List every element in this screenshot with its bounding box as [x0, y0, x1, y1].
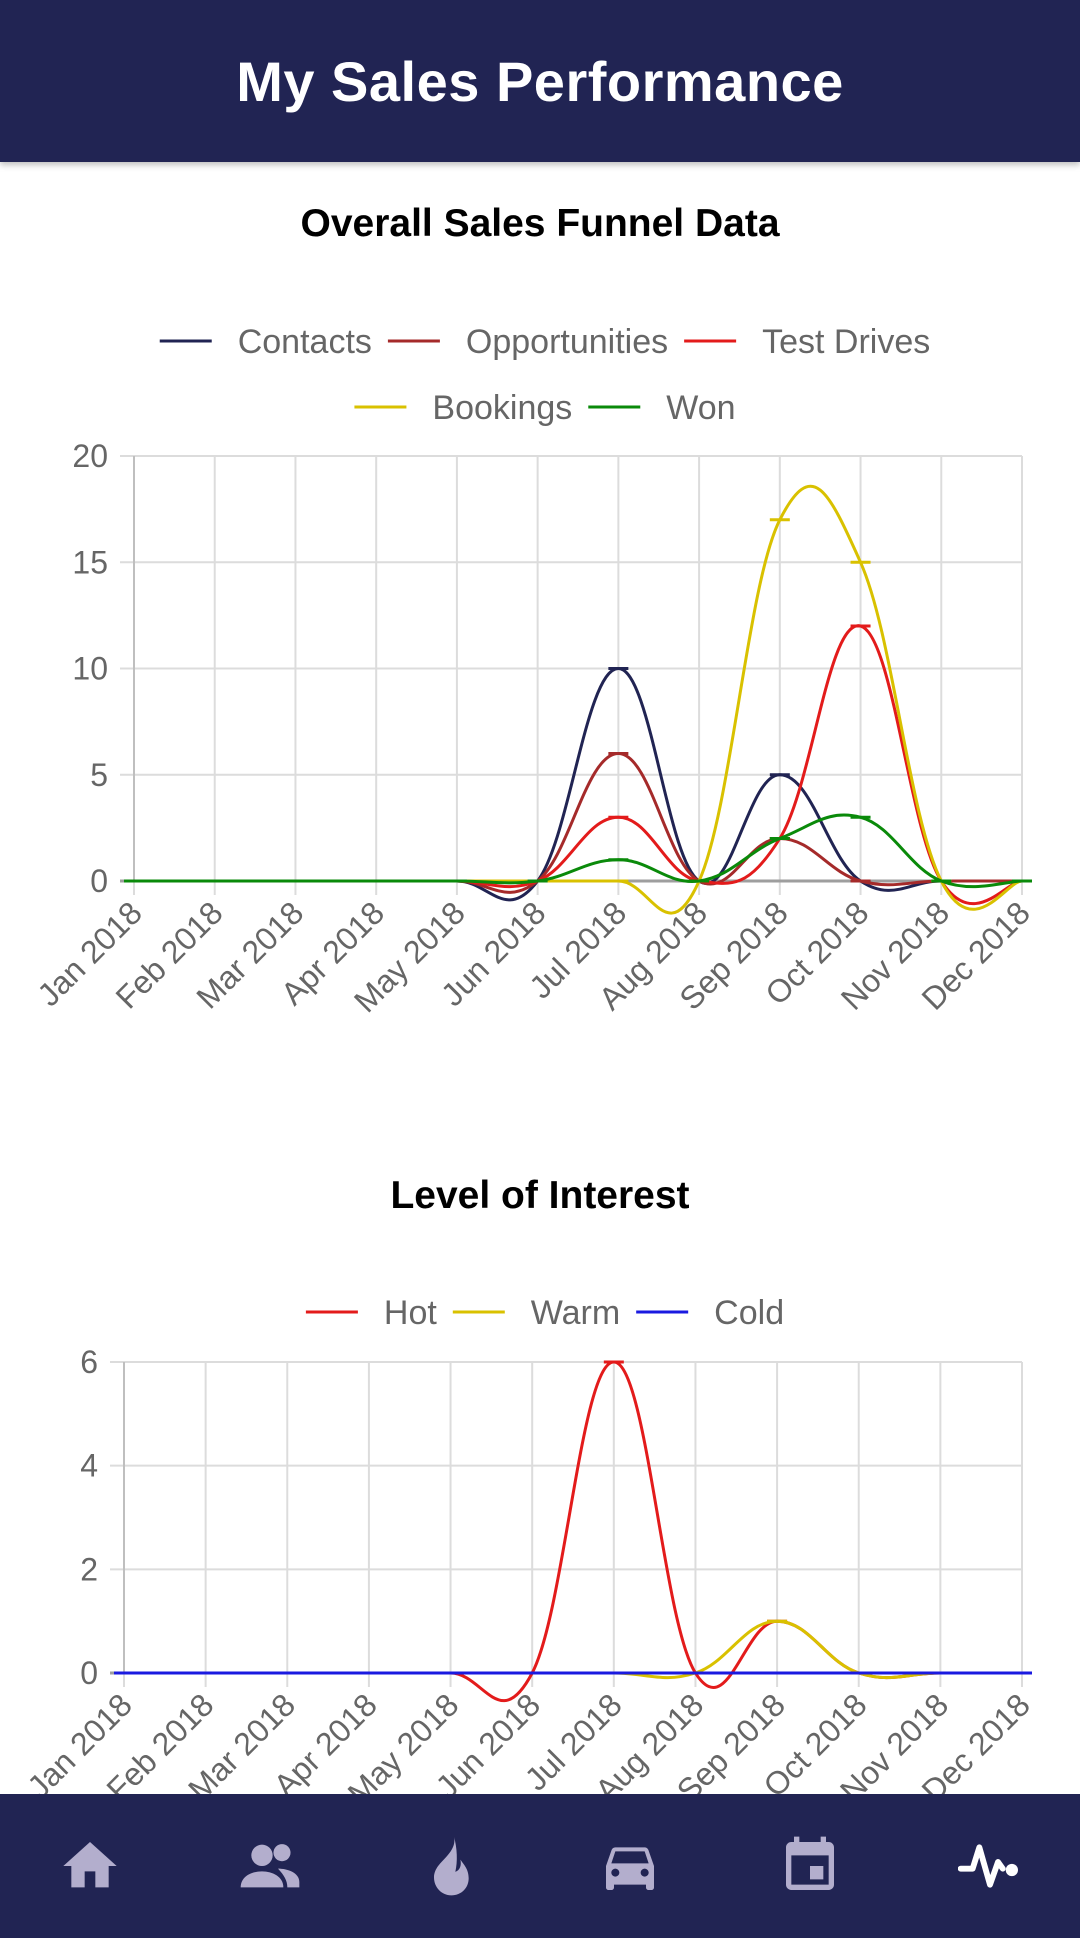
page-title: My Sales Performance — [236, 49, 844, 113]
legend-item-hot[interactable]: Hot — [305, 1294, 437, 1332]
activity-pulse-icon — [958, 1844, 1018, 1888]
legend-item-opportunities[interactable]: Opportunities — [387, 323, 668, 361]
series-line — [124, 1619, 1022, 1680]
sales-funnel-chart-title: Overall Sales Funnel Data — [300, 202, 780, 245]
y-tick-label: 0 — [90, 863, 108, 899]
series-warm — [114, 1619, 1032, 1680]
nav-performance-button[interactable] — [900, 1794, 1080, 1938]
nav-contacts-button[interactable] — [180, 1794, 360, 1938]
home-icon — [63, 1842, 117, 1888]
legend-item-cold[interactable]: Cold — [636, 1294, 784, 1332]
y-tick-label: 10 — [72, 651, 108, 687]
legend-item-won[interactable]: Won — [588, 389, 736, 427]
y-axis-ticks: 0 2 4 6 — [80, 1344, 98, 1691]
contacts-icon — [240, 1844, 300, 1888]
chart-series — [124, 484, 1032, 915]
legend-label: Opportunities — [466, 323, 668, 361]
legend-label: Contacts — [238, 323, 372, 361]
y-tick-label: 4 — [80, 1448, 98, 1484]
y-tick-label: 2 — [80, 1551, 98, 1587]
app-header: My Sales Performance — [0, 0, 1080, 162]
series-hot — [114, 1360, 1032, 1703]
y-tick-label: 0 — [80, 1655, 98, 1691]
nav-home-button[interactable] — [0, 1794, 180, 1938]
legend-item-bookings[interactable]: Bookings — [354, 389, 572, 427]
legend-label: Bookings — [432, 389, 572, 427]
chart-legend: Contacts Opportunities Test Drives Bookings… — [159, 323, 930, 427]
legend-label: Warm — [531, 1294, 620, 1332]
y-tick-label: 5 — [90, 757, 108, 793]
car-icon — [606, 1847, 654, 1890]
legend-label: Hot — [384, 1294, 437, 1332]
bottom-navigation — [0, 1794, 1080, 1938]
series-line — [134, 666, 1022, 902]
nav-hot-leads-button[interactable] — [360, 1794, 540, 1938]
interest-chart-title: Level of Interest — [390, 1174, 690, 1217]
series-bookings — [124, 484, 1032, 915]
y-tick-label: 6 — [80, 1344, 98, 1380]
calendar-icon — [786, 1836, 834, 1890]
y-axis-ticks: 0 5 10 15 20 — [72, 438, 108, 899]
y-tick-label: 15 — [72, 544, 108, 580]
series-line — [124, 1360, 1022, 1703]
legend-item-warm[interactable]: Warm — [452, 1294, 620, 1332]
series-line — [134, 813, 1023, 889]
chart-legend: Hot Warm Cold — [305, 1294, 784, 1332]
legend-item-test-drives[interactable]: Test Drives — [684, 323, 930, 361]
legend-label: Cold — [714, 1294, 784, 1332]
nav-vehicles-button[interactable] — [540, 1794, 720, 1938]
legend-item-contacts[interactable]: Contacts — [159, 323, 372, 361]
series-won — [124, 813, 1032, 889]
y-tick-label: 20 — [72, 438, 108, 474]
legend-label: Test Drives — [762, 323, 930, 361]
nav-calendar-button[interactable] — [720, 1794, 900, 1938]
hot-leads-flame-icon — [434, 1836, 469, 1896]
sales-funnel-chart: Contacts Opportunities Test Drives Bookings… — [30, 323, 1037, 1019]
series-line — [134, 484, 1023, 915]
chart-series — [114, 1360, 1032, 1703]
legend-label: Won — [666, 389, 735, 427]
